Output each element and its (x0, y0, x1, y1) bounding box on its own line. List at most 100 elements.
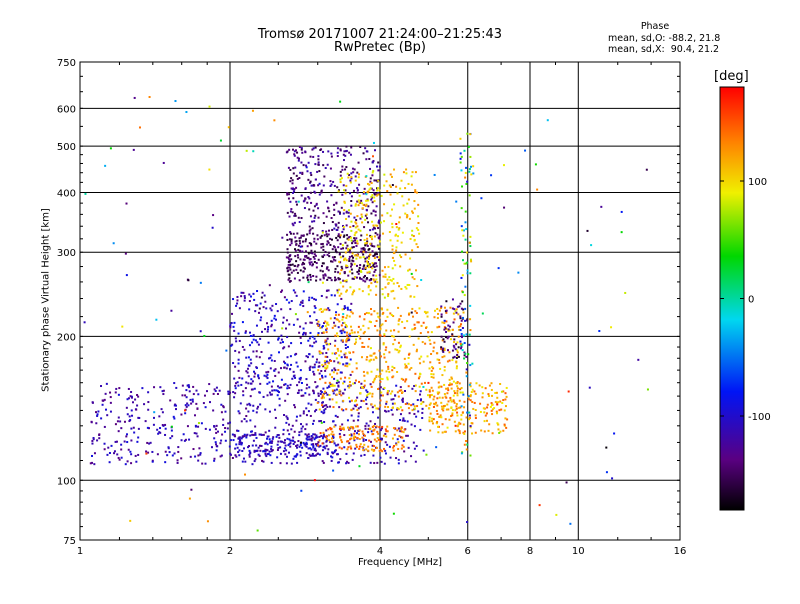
data-point (487, 394, 490, 397)
data-point (496, 412, 499, 415)
data-point (420, 398, 423, 401)
data-point (319, 278, 322, 281)
data-point (162, 161, 165, 164)
data-point (378, 387, 381, 390)
data-point (370, 212, 373, 215)
data-point (186, 402, 189, 405)
data-point (167, 447, 170, 450)
data-point (340, 441, 343, 444)
data-point (363, 345, 366, 348)
data-point (455, 407, 458, 410)
data-point (317, 394, 320, 397)
data-point (342, 153, 345, 156)
data-point (483, 430, 486, 433)
data-point (325, 327, 328, 330)
data-point (383, 335, 386, 338)
data-point (243, 295, 246, 298)
data-point (369, 265, 372, 268)
data-point (144, 420, 147, 423)
data-point (95, 422, 98, 425)
data-point (438, 325, 441, 328)
data-point (319, 432, 322, 435)
data-point (400, 426, 403, 429)
data-point (327, 241, 330, 244)
data-point (460, 387, 463, 390)
data-point (316, 401, 319, 404)
data-point (365, 158, 368, 161)
data-point (354, 341, 357, 344)
data-point (375, 407, 378, 410)
data-point (436, 397, 439, 400)
data-point (365, 277, 368, 280)
data-point (220, 439, 223, 442)
data-point (338, 362, 341, 365)
data-point (437, 431, 440, 434)
data-point (342, 363, 345, 366)
data-point (433, 173, 436, 176)
data-point (328, 309, 331, 312)
data-point (459, 161, 462, 164)
data-point (338, 252, 341, 255)
data-point (448, 351, 451, 354)
data-point (295, 174, 298, 177)
data-point (338, 354, 341, 357)
data-point (354, 447, 357, 450)
data-point (300, 389, 303, 392)
data-point (428, 403, 431, 406)
data-point (395, 443, 398, 446)
data-point (504, 392, 507, 395)
data-point (312, 389, 315, 392)
data-point (290, 258, 293, 261)
data-point (249, 334, 252, 337)
data-point (366, 372, 369, 375)
data-point (329, 260, 332, 263)
data-point (358, 445, 361, 448)
data-point (253, 449, 256, 452)
data-point (362, 192, 365, 195)
data-point (468, 168, 471, 171)
data-point (240, 420, 243, 423)
data-point (391, 365, 394, 368)
data-point (109, 396, 112, 399)
data-point (413, 447, 416, 450)
data-point (440, 346, 443, 349)
data-point (308, 296, 311, 299)
data-point (245, 407, 248, 410)
data-point (350, 437, 353, 440)
data-point (288, 386, 291, 389)
data-point (216, 392, 219, 395)
data-point (285, 455, 288, 458)
data-point (502, 399, 505, 402)
data-point (439, 367, 442, 370)
data-point (294, 166, 297, 169)
data-point (345, 337, 348, 340)
colorbar-unit-label: [deg] (714, 69, 749, 84)
data-point (242, 457, 245, 460)
data-point (365, 394, 368, 397)
data-point (322, 248, 325, 251)
data-point (322, 245, 325, 248)
data-point (284, 444, 287, 447)
data-point (350, 408, 353, 411)
data-point (425, 453, 428, 456)
data-point (297, 216, 300, 219)
data-point (105, 382, 108, 385)
data-point (355, 443, 358, 446)
data-point (313, 220, 316, 223)
data-point (364, 204, 367, 207)
data-point (147, 427, 150, 430)
data-point (361, 251, 364, 254)
data-point (394, 394, 397, 397)
data-point (286, 211, 289, 214)
data-point (306, 383, 309, 386)
data-point (344, 356, 347, 359)
data-point (270, 319, 273, 322)
data-point (346, 460, 349, 463)
data-point (484, 387, 487, 390)
data-point (369, 321, 372, 324)
data-point (367, 257, 370, 260)
data-point (409, 237, 412, 240)
data-point (345, 325, 348, 328)
data-point (378, 189, 381, 192)
data-point (332, 258, 335, 261)
